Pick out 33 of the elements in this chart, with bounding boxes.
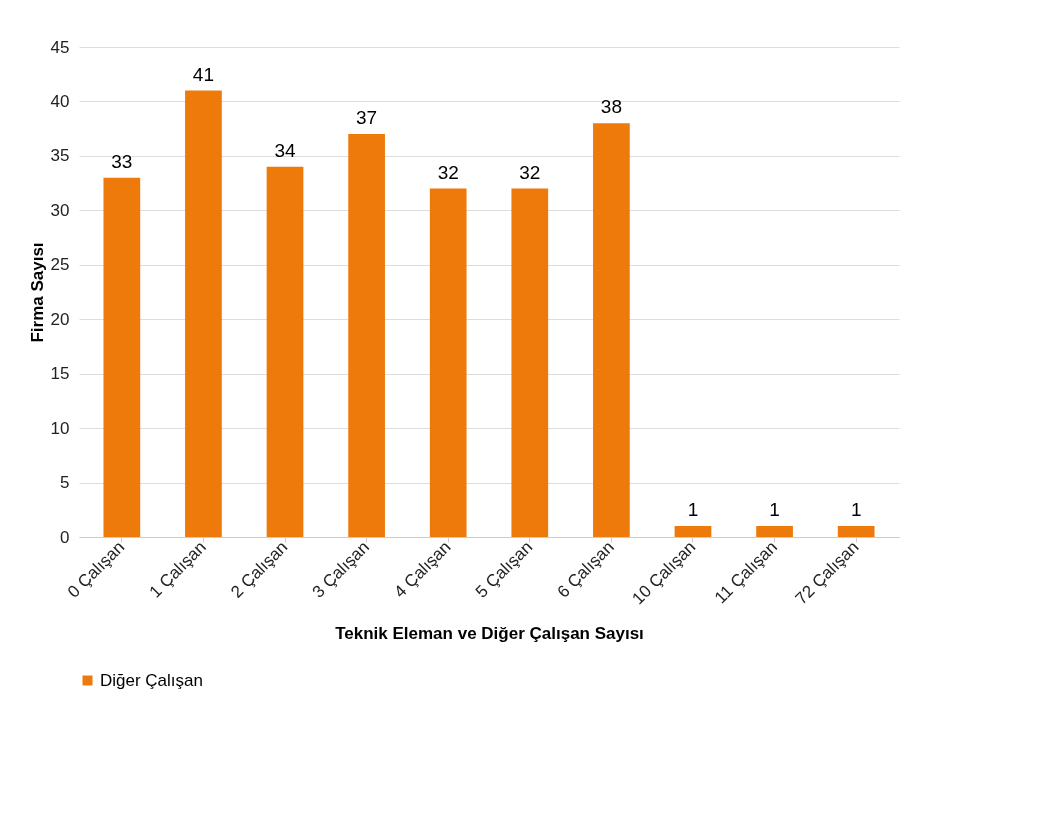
legend-label: Diğer Çalışan xyxy=(100,670,203,690)
bar xyxy=(511,188,549,537)
x-axis-title: Teknik Eleman ve Diğer Çalışan Sayısı xyxy=(335,623,644,643)
bar xyxy=(756,526,793,537)
bar xyxy=(593,123,630,537)
bar xyxy=(266,166,304,537)
data-label: 37 xyxy=(356,107,378,129)
bar xyxy=(837,526,875,537)
data-label: 33 xyxy=(111,150,133,172)
y-tick-label: 20 xyxy=(50,309,70,329)
data-label: 1 xyxy=(687,499,699,521)
y-tick-label: 0 xyxy=(60,527,70,547)
y-tick-label: 25 xyxy=(50,255,70,275)
y-tick-label: 45 xyxy=(50,37,70,57)
y-tick-label: 5 xyxy=(60,473,70,493)
data-label: 34 xyxy=(274,139,297,161)
data-label: 1 xyxy=(769,499,780,521)
y-tick-label: 35 xyxy=(50,146,70,166)
y-tick-label: 15 xyxy=(50,364,70,384)
data-label: 1 xyxy=(850,499,862,521)
y-tick-label: 10 xyxy=(50,418,70,438)
bar xyxy=(674,526,712,537)
data-label: 41 xyxy=(192,63,214,85)
y-axis-title: Firma Sayısı xyxy=(27,242,47,343)
bar xyxy=(429,188,467,537)
data-label: 32 xyxy=(519,161,541,183)
y-tick-label: 30 xyxy=(50,200,70,220)
y-tick-label: 40 xyxy=(50,91,70,111)
bar xyxy=(185,90,222,537)
bar xyxy=(103,177,141,537)
data-label: 38 xyxy=(600,96,622,118)
bar xyxy=(348,134,385,537)
data-label: 32 xyxy=(437,161,459,183)
